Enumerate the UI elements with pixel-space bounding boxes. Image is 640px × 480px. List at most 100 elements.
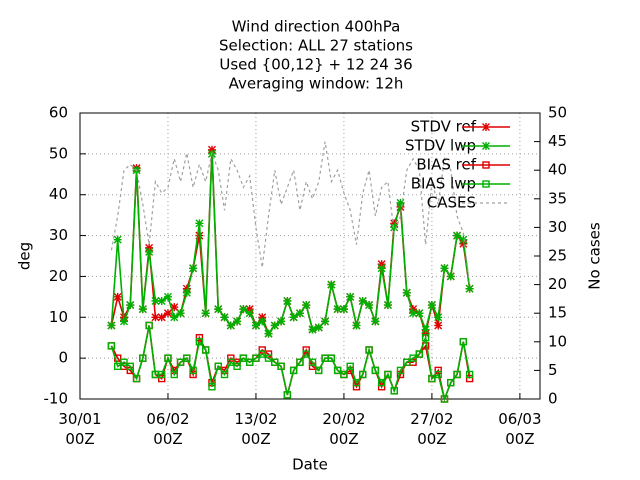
y2-tick-label: 35	[548, 189, 567, 207]
x-tick-label: 06/03 00Z	[498, 410, 541, 448]
data-point	[402, 288, 411, 297]
data-point	[371, 317, 380, 326]
data-point	[208, 383, 216, 391]
data-point	[157, 370, 166, 379]
data-point	[163, 292, 172, 301]
data-point	[459, 338, 468, 346]
data-point	[170, 370, 178, 379]
data-point	[440, 264, 449, 273]
data-point	[239, 305, 248, 314]
x-axis-label: Date	[292, 456, 328, 474]
data-point	[157, 313, 166, 322]
data-point	[333, 366, 342, 375]
data-point	[233, 362, 241, 371]
data-point	[314, 323, 323, 332]
data-point	[403, 358, 411, 366]
data-point	[390, 223, 399, 232]
data-point	[446, 272, 455, 281]
chart-title: Averaging window: 12h	[229, 75, 404, 93]
data-point	[358, 296, 367, 305]
y-tick-label: 60	[49, 104, 68, 122]
chart-title: Wind direction 400hPa	[232, 18, 401, 36]
data-point	[107, 321, 116, 330]
data-point	[214, 305, 223, 314]
data-point	[340, 370, 348, 379]
y2-tick-label: 15	[548, 304, 567, 322]
data-point	[120, 358, 128, 366]
data-point	[170, 313, 179, 322]
data-point	[352, 321, 361, 330]
x-tick-label: 30/01 00Z	[58, 410, 101, 448]
data-point	[145, 243, 154, 252]
data-point	[201, 346, 210, 354]
y2-tick-label: 45	[548, 132, 567, 150]
data-point	[170, 303, 179, 312]
data-point	[447, 378, 455, 387]
plot-frame	[79, 112, 541, 400]
data-point	[434, 321, 443, 330]
data-point	[157, 296, 166, 305]
y2-tick-label: 20	[548, 275, 567, 293]
y2-tick-label: 25	[548, 247, 567, 265]
data-point	[245, 309, 254, 318]
chart-title: Used {00,12} + 12 24 36	[219, 56, 412, 74]
data-point	[183, 354, 191, 362]
data-point	[434, 366, 442, 375]
y2-tick-label: 30	[548, 218, 567, 236]
data-point	[295, 309, 304, 318]
data-point	[258, 346, 266, 354]
data-point	[339, 305, 348, 314]
y2-tick-label: 10	[548, 332, 567, 350]
data-point	[302, 301, 311, 310]
data-point	[145, 247, 154, 256]
y2-tick-label: 5	[548, 361, 558, 379]
data-point	[113, 235, 122, 244]
data-point	[377, 264, 386, 273]
data-point	[359, 370, 367, 379]
data-point	[415, 309, 424, 318]
data-point	[214, 362, 222, 371]
data-point	[377, 260, 386, 269]
data-point	[333, 305, 342, 314]
data-point	[245, 305, 254, 314]
data-point	[383, 301, 392, 310]
y-tick-label: -10	[44, 390, 69, 408]
data-point	[264, 329, 273, 338]
data-point	[258, 317, 267, 326]
data-point	[277, 362, 285, 371]
data-point	[233, 317, 242, 326]
data-point	[182, 284, 191, 293]
data-point	[151, 296, 160, 305]
data-point	[189, 366, 197, 375]
data-point	[195, 338, 204, 346]
data-point	[415, 350, 424, 358]
data-point	[365, 346, 373, 354]
data-point	[409, 354, 417, 362]
legend-marker	[482, 123, 490, 131]
data-point	[346, 362, 354, 371]
data-point	[157, 374, 166, 383]
data-point	[283, 391, 292, 399]
data-point	[258, 313, 267, 322]
data-point	[252, 354, 260, 362]
data-point	[308, 358, 317, 366]
data-point	[164, 354, 172, 362]
x-tick-label: 27/02 00Z	[410, 410, 453, 448]
legend-marker	[482, 142, 490, 150]
data-point	[396, 366, 405, 375]
data-point	[327, 280, 336, 289]
data-point	[440, 395, 449, 403]
data-point	[321, 317, 330, 326]
data-point	[245, 358, 254, 366]
data-point	[421, 325, 430, 334]
y2-tick-label: 50	[548, 104, 567, 122]
legend-marker	[482, 180, 490, 188]
data-point	[271, 358, 279, 366]
data-point	[289, 313, 298, 322]
data-point	[283, 296, 292, 305]
data-point	[239, 354, 248, 362]
data-point	[327, 354, 336, 362]
data-point	[277, 317, 286, 326]
data-point	[126, 362, 134, 371]
